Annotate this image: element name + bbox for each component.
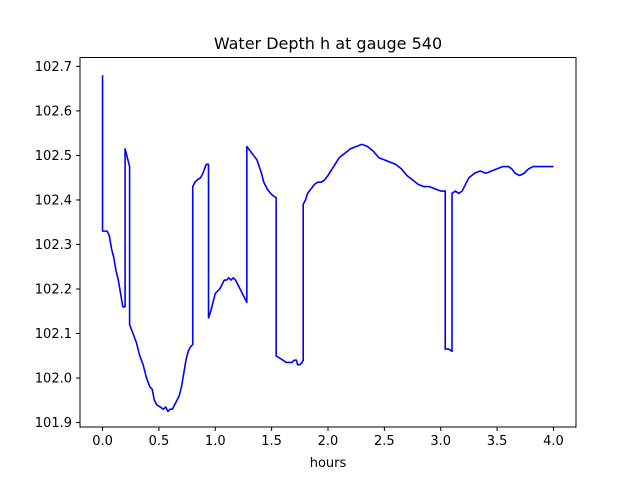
y-axis-ticks: 101.9 102.0 102.1 102.2 102.3 102.4 102.5 102.6… xyxy=(35,60,80,431)
x-tick-label: 0.5 xyxy=(149,434,170,449)
axes-frame xyxy=(79,57,577,428)
y-tick-label: 102.7 xyxy=(35,60,72,75)
y-tick-label: 102.2 xyxy=(35,282,72,297)
x-tick-label: 3.0 xyxy=(430,434,451,449)
x-tick-label: 1.5 xyxy=(261,434,282,449)
y-tick-label: 102.5 xyxy=(35,149,72,164)
y-tick-label: 102.4 xyxy=(35,193,72,208)
y-tick-label: 102.6 xyxy=(35,104,72,119)
x-tick-label: 4.0 xyxy=(543,434,564,449)
y-tick-label: 101.9 xyxy=(35,416,72,431)
x-tick-label: 1.0 xyxy=(205,434,226,449)
y-tick-label: 102.3 xyxy=(35,238,72,253)
chart-title: Water Depth h at gauge 540 xyxy=(214,34,442,53)
x-tick-label: 3.5 xyxy=(487,434,508,449)
x-tick-label: 0.0 xyxy=(92,434,113,449)
x-axis-ticks: 0.0 0.5 1.0 1.5 2.0 2.5 3.0 3.5 4.0 xyxy=(92,427,564,449)
x-tick-label: 2.0 xyxy=(318,434,339,449)
x-tick-label: 2.5 xyxy=(374,434,395,449)
series-line-1 xyxy=(101,75,554,413)
y-tick-label: 102.0 xyxy=(35,372,72,387)
x-axis-label: hours xyxy=(310,456,347,471)
y-tick-label: 102.1 xyxy=(35,327,72,342)
plot-area xyxy=(101,75,554,413)
